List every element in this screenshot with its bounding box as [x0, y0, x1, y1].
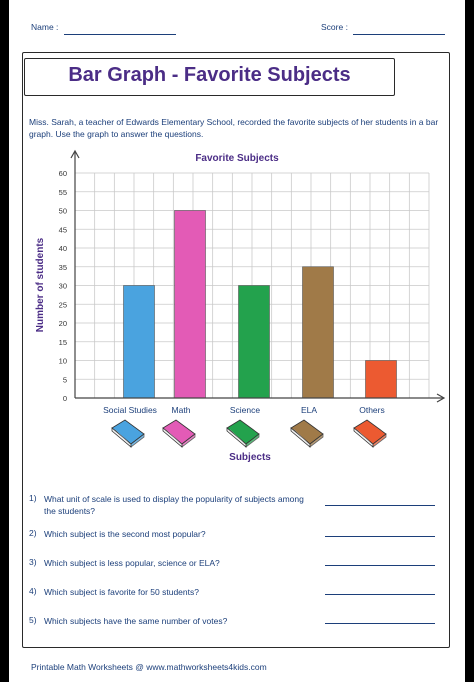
x-tick-labels: Social Studies Math Science ELA Others [103, 405, 385, 415]
answer-line[interactable] [325, 505, 435, 506]
bar [365, 360, 397, 399]
question-text: Which subject is the second most popular… [44, 529, 206, 539]
y-tick-label: 10 [59, 357, 67, 366]
chart-title: Favorite Subjects [195, 153, 279, 164]
worksheet-frame [22, 52, 450, 648]
answer-line[interactable] [325, 623, 435, 624]
x-tick-label: Math [172, 405, 191, 415]
question-text: Which subjects have the same number of v… [44, 616, 228, 626]
question-number: 3) [29, 557, 37, 567]
book-icon [288, 418, 326, 448]
footer-text: Printable Math Worksheets @ www.mathwork… [31, 662, 267, 672]
x-tick-label: ELA [301, 405, 317, 415]
bar [174, 210, 206, 399]
answer-line[interactable] [325, 565, 435, 566]
worksheet-page: Name : Score : Bar Graph - Favorite Subj… [9, 0, 465, 682]
score-field[interactable] [353, 34, 445, 35]
question-number: 5) [29, 615, 37, 625]
book-icon [224, 418, 262, 448]
x-tick-label: Social Studies [103, 405, 157, 415]
y-tick-labels: 0 5 10 15 20 25 30 35 40 45 50 55 60 [59, 169, 67, 403]
intro-text: Miss. Sarah, a teacher of Edwards Elemen… [29, 117, 439, 139]
y-tick-label: 45 [59, 225, 67, 234]
x-tick-label: Others [359, 405, 385, 415]
y-tick-label: 60 [59, 169, 67, 178]
answer-line[interactable] [325, 594, 435, 595]
y-tick-label: 25 [59, 300, 67, 309]
question-number: 4) [29, 586, 37, 596]
chart-axes [70, 149, 446, 403]
question-number: 1) [29, 493, 37, 503]
y-tick-label: 15 [59, 338, 67, 347]
bar [302, 266, 334, 399]
chart-bars [123, 210, 397, 399]
answer-line[interactable] [325, 536, 435, 537]
x-tick-label: Science [230, 405, 261, 415]
question-text: Which subject is less popular, science o… [44, 558, 220, 568]
y-tick-label: 5 [63, 375, 67, 384]
y-tick-label: 40 [59, 244, 67, 253]
page-title: Bar Graph - Favorite Subjects [68, 64, 351, 86]
y-tick-label: 35 [59, 263, 67, 272]
score-label: Score : [321, 22, 348, 32]
x-axis-arrow [436, 393, 446, 403]
y-tick-label: 20 [59, 319, 67, 328]
x-axis-label: Subjects [229, 452, 271, 463]
question-number: 2) [29, 528, 37, 538]
y-tick-label: 0 [63, 394, 67, 403]
title-box: Bar Graph - Favorite Subjects [24, 58, 395, 96]
y-axis-arrow [70, 149, 80, 159]
book-icon [160, 418, 198, 448]
name-field[interactable] [64, 34, 176, 35]
bar [238, 285, 270, 399]
y-axis-label: Number of students [35, 237, 46, 332]
bar [123, 285, 155, 399]
y-tick-label: 50 [59, 207, 67, 216]
question-text: What unit of scale is used to display th… [44, 494, 304, 516]
y-tick-label: 30 [59, 282, 67, 291]
bar-chart: 0 5 10 15 20 25 30 35 40 45 50 55 60 Social Studies M… [35, 149, 446, 463]
book-icon [109, 418, 147, 448]
y-tick-label: 55 [59, 188, 67, 197]
question-text: Which subject is favorite for 50 student… [44, 587, 199, 597]
book-icon [351, 418, 389, 448]
name-label: Name : [31, 22, 59, 32]
